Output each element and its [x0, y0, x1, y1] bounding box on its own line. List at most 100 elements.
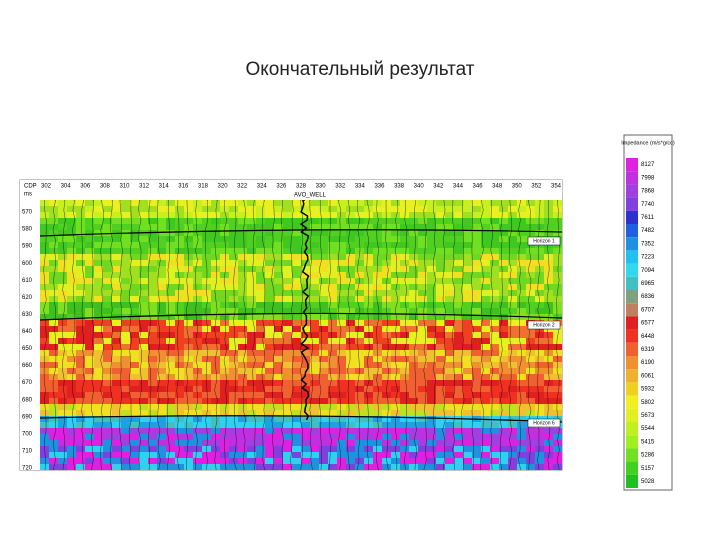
- texture-cell: [184, 326, 193, 332]
- texture-cell: [427, 422, 436, 428]
- texture-cell: [454, 272, 463, 278]
- texture-cell: [454, 428, 463, 434]
- texture-cell: [103, 440, 112, 446]
- texture-cell: [175, 200, 184, 206]
- texture-cell: [265, 272, 274, 278]
- texture-cell: [139, 350, 148, 356]
- texture-cell: [319, 236, 328, 242]
- texture-cell: [499, 218, 508, 224]
- texture-cell: [400, 386, 409, 392]
- color-swatch: [626, 461, 638, 475]
- texture-cell: [283, 416, 292, 422]
- texture-cell: [337, 464, 346, 470]
- texture-cell: [436, 332, 445, 338]
- texture-cell: [463, 200, 472, 206]
- texture-cell: [445, 290, 454, 296]
- cdp-tick-label: 352: [531, 184, 542, 190]
- texture-cell: [373, 380, 382, 386]
- texture-cell: [544, 362, 553, 368]
- texture-cell: [553, 434, 562, 440]
- texture-cell: [67, 374, 76, 380]
- texture-cell: [517, 386, 526, 392]
- texture-cell: [364, 392, 373, 398]
- texture-cell: [103, 422, 112, 428]
- texture-cell: [364, 404, 373, 410]
- texture-cell: [337, 278, 346, 284]
- texture-cell: [310, 428, 319, 434]
- texture-cell: [517, 302, 526, 308]
- texture-cell: [85, 338, 94, 344]
- texture-cell: [94, 272, 103, 278]
- texture-cell: [166, 374, 175, 380]
- texture-cell: [463, 338, 472, 344]
- texture-cell: [418, 308, 427, 314]
- texture-cell: [481, 404, 490, 410]
- texture-cell: [499, 206, 508, 212]
- texture-cell: [76, 392, 85, 398]
- texture-cell: [85, 266, 94, 272]
- texture-cell: [454, 404, 463, 410]
- texture-cell: [436, 368, 445, 374]
- texture-cell: [76, 458, 85, 464]
- texture-cell: [265, 254, 274, 260]
- texture-cell: [454, 296, 463, 302]
- texture-cell: [436, 428, 445, 434]
- texture-cell: [526, 308, 535, 314]
- texture-cell: [346, 266, 355, 272]
- texture-cell: [445, 308, 454, 314]
- texture-cell: [445, 392, 454, 398]
- texture-cell: [454, 260, 463, 266]
- texture-cell: [310, 308, 319, 314]
- texture-cell: [301, 308, 310, 314]
- texture-cell: [130, 218, 139, 224]
- texture-cell: [472, 464, 481, 470]
- texture-cell: [382, 380, 391, 386]
- texture-cell: [319, 272, 328, 278]
- texture-cell: [220, 284, 229, 290]
- color-swatch: [626, 171, 638, 185]
- texture-cell: [517, 452, 526, 458]
- texture-cell: [319, 320, 328, 326]
- texture-cell: [472, 380, 481, 386]
- texture-cell: [436, 224, 445, 230]
- texture-cell: [481, 278, 490, 284]
- texture-cell: [508, 332, 517, 338]
- texture-cell: [292, 272, 301, 278]
- texture-cell: [472, 410, 481, 416]
- texture-cell: [211, 422, 220, 428]
- texture-cell: [166, 404, 175, 410]
- texture-cell: [85, 440, 94, 446]
- texture-cell: [130, 434, 139, 440]
- texture-cell: [121, 398, 130, 404]
- texture-cell: [472, 302, 481, 308]
- texture-cell: [400, 332, 409, 338]
- texture-cell: [355, 254, 364, 260]
- texture-cell: [67, 356, 76, 362]
- texture-cell: [319, 326, 328, 332]
- texture-cell: [175, 422, 184, 428]
- texture-cell: [490, 368, 499, 374]
- texture-cell: [400, 434, 409, 440]
- texture-cell: [238, 266, 247, 272]
- texture-cell: [499, 332, 508, 338]
- texture-cell: [499, 314, 508, 320]
- texture-cell: [112, 224, 121, 230]
- time-tick-label: 720: [22, 466, 33, 472]
- texture-cell: [148, 386, 157, 392]
- texture-cell: [391, 332, 400, 338]
- texture-cell: [526, 260, 535, 266]
- texture-cell: [481, 332, 490, 338]
- texture-cell: [517, 368, 526, 374]
- texture-cell: [328, 410, 337, 416]
- texture-cell: [175, 428, 184, 434]
- texture-cell: [472, 284, 481, 290]
- texture-cell: [130, 362, 139, 368]
- texture-cell: [301, 236, 310, 242]
- texture-cell: [445, 206, 454, 212]
- texture-cell: [256, 386, 265, 392]
- texture-cell: [112, 308, 121, 314]
- texture-cell: [535, 266, 544, 272]
- texture-cell: [211, 446, 220, 452]
- texture-cell: [382, 356, 391, 362]
